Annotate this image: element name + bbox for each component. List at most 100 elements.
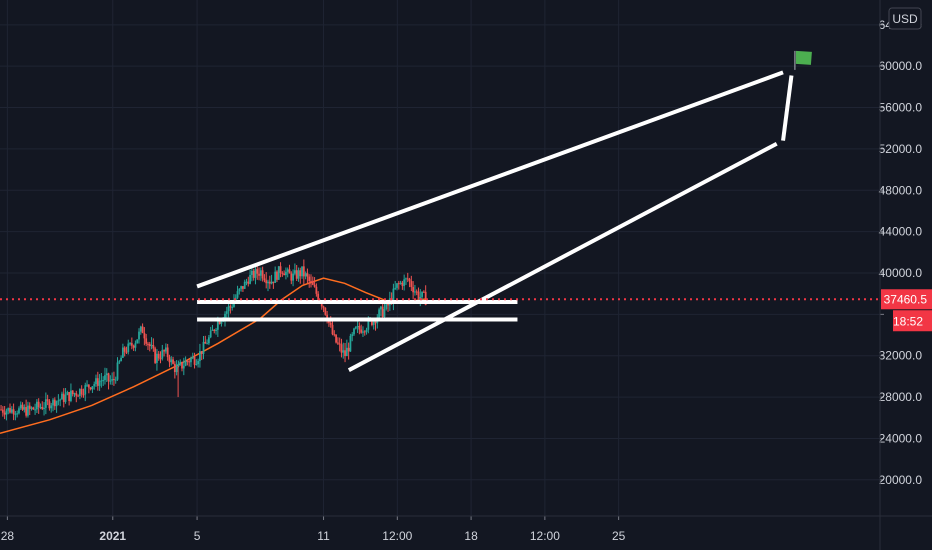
candle-body <box>147 343 149 345</box>
candle-body <box>121 347 124 358</box>
candle-body <box>50 405 53 409</box>
price-tick-label: 40000.0 <box>879 266 923 280</box>
candle-body <box>229 306 232 308</box>
currency-button[interactable]: USD <box>888 7 922 30</box>
candle-body <box>299 270 302 277</box>
candle-body <box>7 408 10 411</box>
candle-body <box>177 363 180 367</box>
candle-body <box>44 399 47 408</box>
candle-body <box>25 407 28 416</box>
candle-body <box>134 343 137 348</box>
candle-body <box>331 324 334 335</box>
candle-body <box>342 350 345 353</box>
candle-body <box>188 361 191 363</box>
lower-trendline[interactable] <box>347 141 778 372</box>
candle-body <box>139 326 142 332</box>
candle-body <box>310 281 312 283</box>
candle-body <box>86 384 88 386</box>
time-axis[interactable]: 28 2021 5 11 12:00 18 12:00 25 <box>0 515 932 543</box>
candle-body <box>320 302 323 307</box>
flag-connector[interactable] <box>781 75 794 141</box>
candle-body <box>46 399 49 402</box>
candle-body <box>250 270 253 275</box>
candle-body <box>61 393 63 400</box>
candle-body <box>43 407 45 409</box>
candle-body <box>68 392 71 401</box>
candle-body <box>329 322 332 325</box>
candle-body <box>145 338 148 344</box>
candle-body <box>16 413 19 415</box>
time-tick-label: 2021 <box>99 529 126 543</box>
candle-body <box>218 320 221 324</box>
candle-body <box>23 407 26 410</box>
candle-body <box>93 384 96 387</box>
upper-trendline[interactable] <box>196 70 784 289</box>
candle-body <box>371 319 373 325</box>
candle-body <box>401 282 404 286</box>
candle-body <box>129 343 131 345</box>
time-tick-label: 12:00 <box>382 529 412 543</box>
price-tick-label: 44000.0 <box>879 225 923 239</box>
currency-button-frame[interactable] <box>888 7 922 30</box>
candle-body <box>95 378 97 385</box>
price-tick-label: 52000.0 <box>879 142 923 156</box>
candle-body <box>363 331 366 333</box>
candle-body <box>263 278 266 281</box>
candle-body <box>301 266 303 277</box>
candle-body <box>286 269 289 272</box>
candle-body <box>328 321 330 323</box>
candles-layer <box>0 259 427 421</box>
candle-body <box>104 375 106 381</box>
candle-body <box>21 404 24 410</box>
candle-body <box>39 407 42 409</box>
candle-body <box>216 320 219 330</box>
candle-body <box>164 347 167 352</box>
candle-body <box>211 329 214 331</box>
candle-body <box>130 343 133 346</box>
candle-body <box>199 351 201 362</box>
candle-body <box>360 329 363 333</box>
candle-body <box>19 404 22 409</box>
candle-body <box>152 345 155 349</box>
time-tick-label: 25 <box>612 529 626 543</box>
candle-body <box>417 291 420 300</box>
candle-body <box>313 284 316 287</box>
candle-body <box>118 361 121 363</box>
candle-body <box>98 380 101 386</box>
candle-body <box>324 307 327 315</box>
candle-body <box>403 279 406 286</box>
candle-body <box>408 279 411 282</box>
candle-body <box>374 320 377 324</box>
candle-body <box>308 276 311 282</box>
candle-body <box>148 343 151 347</box>
candle-body <box>82 394 85 396</box>
candle-body <box>14 413 17 415</box>
drawings-layer[interactable] <box>196 50 812 372</box>
candle-body <box>32 407 35 410</box>
candle-body <box>209 330 212 338</box>
candle-body <box>288 269 291 274</box>
candle-body <box>304 273 307 277</box>
flag-icon[interactable] <box>795 50 812 65</box>
candle-body <box>141 326 144 333</box>
candle-body <box>125 351 128 353</box>
candle-body <box>1 409 4 413</box>
time-tick-label: 11 <box>317 529 330 543</box>
price-tick-label: 56000.0 <box>879 101 923 115</box>
price-tick-label: 60000.0 <box>879 59 923 73</box>
candle-body <box>0 409 2 411</box>
candle-body <box>268 281 271 284</box>
candle-body <box>157 353 160 359</box>
candle-body <box>220 321 223 324</box>
candle-body <box>138 331 140 340</box>
candle-body <box>215 329 217 332</box>
candle-body <box>123 347 126 352</box>
currency-label[interactable]: USD <box>892 12 918 26</box>
candle-body <box>77 395 79 397</box>
candle-body <box>80 388 83 395</box>
candle-body <box>353 328 355 335</box>
candle-body <box>333 334 336 336</box>
grid <box>0 0 880 516</box>
candle-body <box>57 400 60 402</box>
